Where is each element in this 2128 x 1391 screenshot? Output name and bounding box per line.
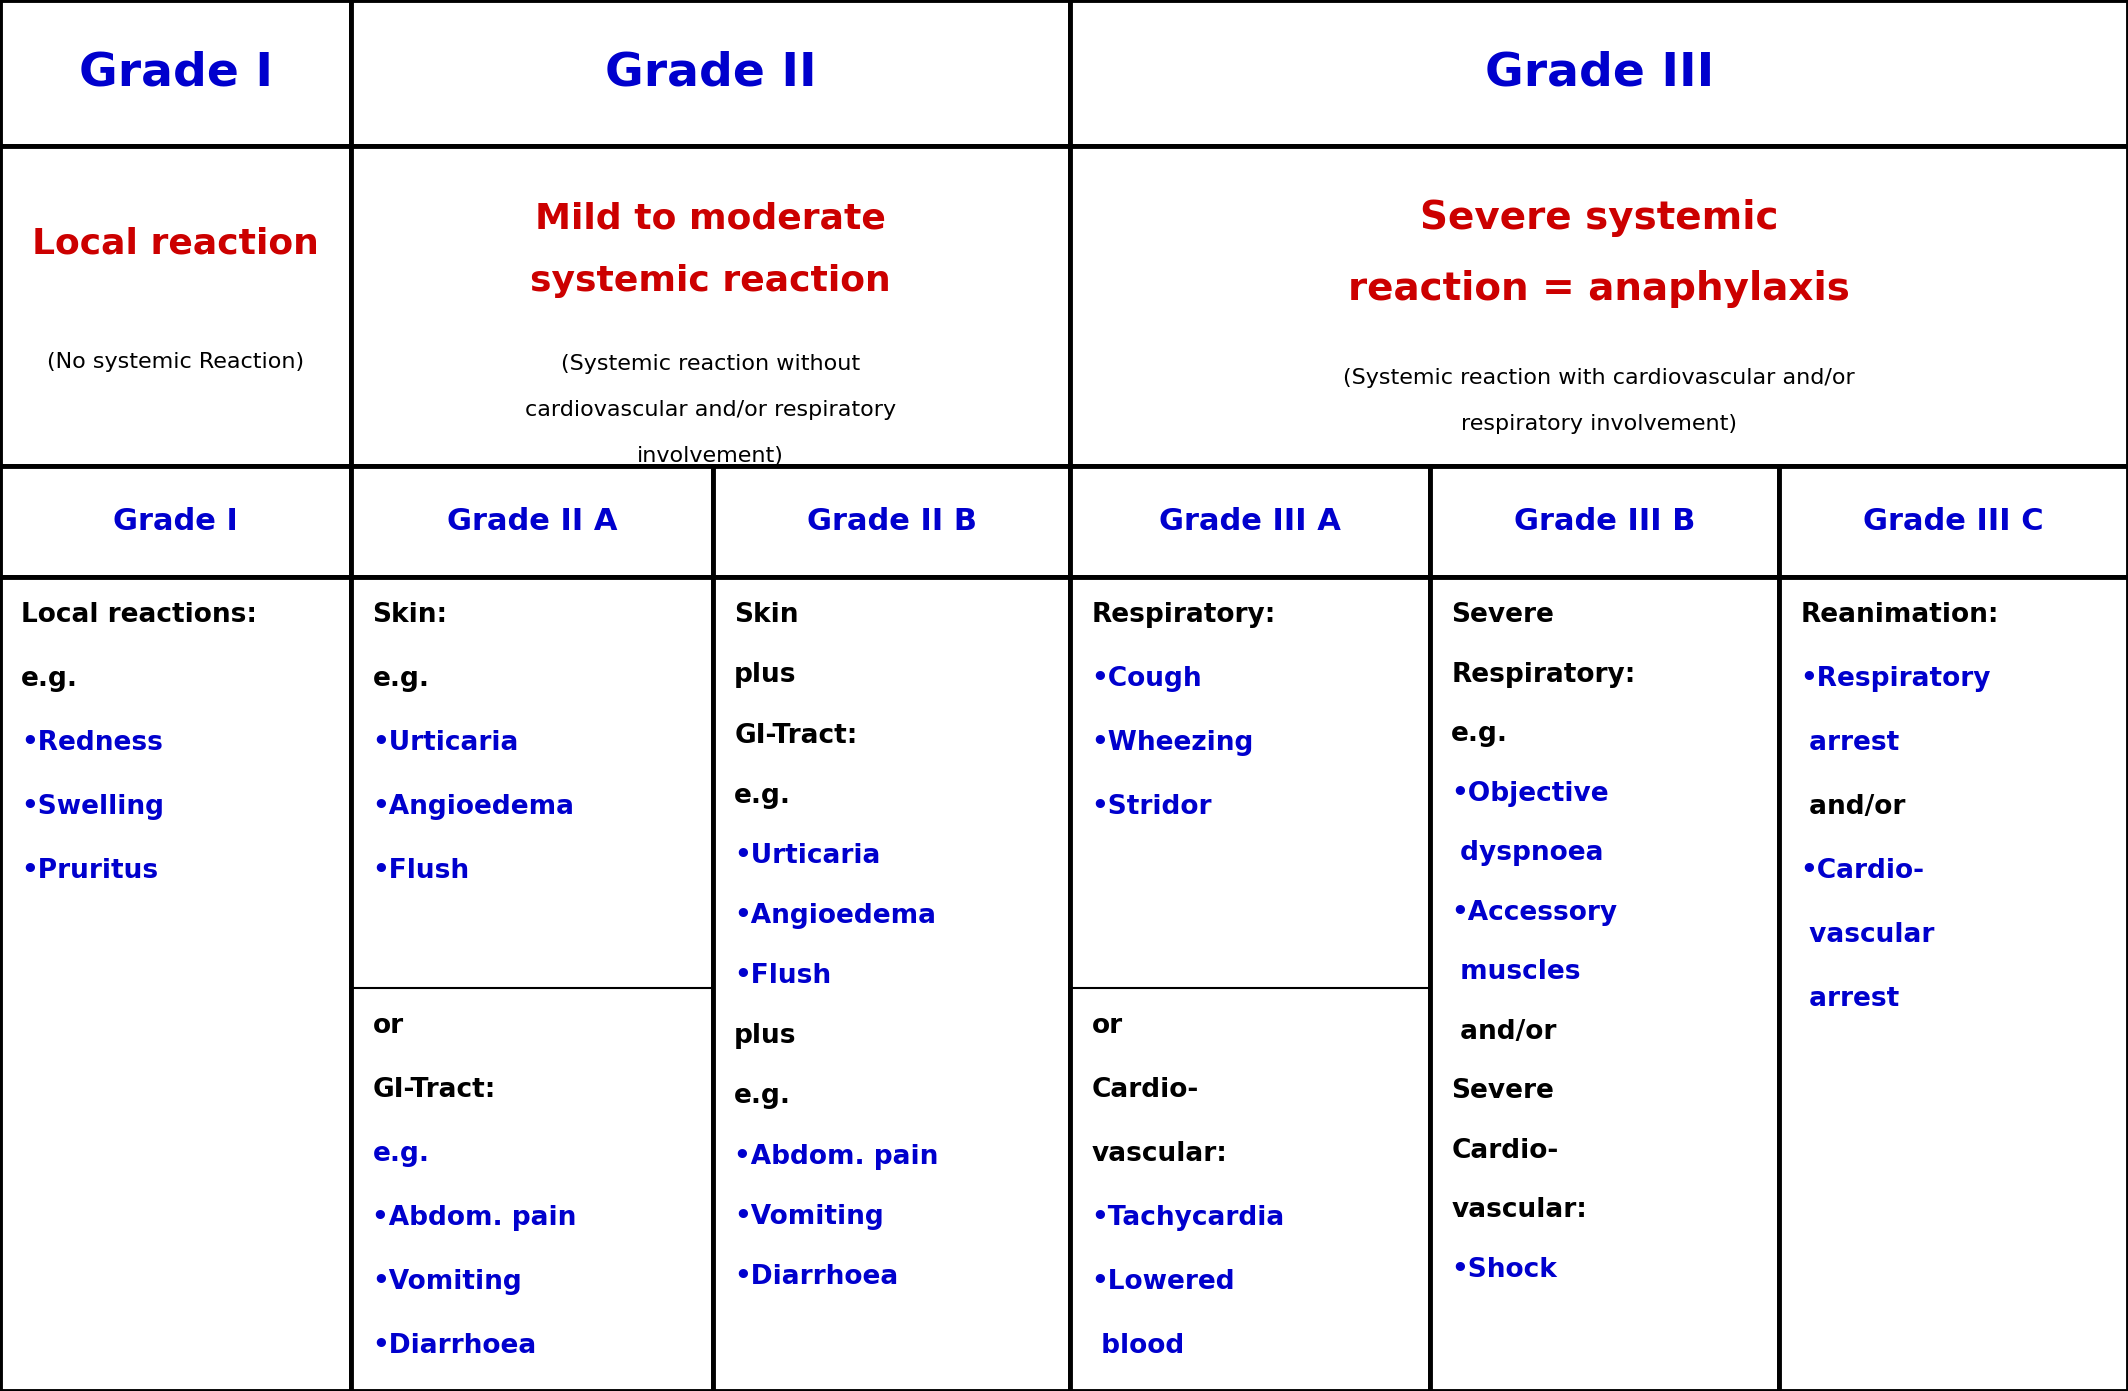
Text: •Cough: •Cough (1092, 666, 1202, 693)
Text: involvement): involvement) (636, 447, 785, 466)
Text: Grade III B: Grade III B (1513, 508, 1696, 536)
Text: GI-Tract:: GI-Tract: (734, 722, 858, 748)
Text: •Swelling: •Swelling (21, 794, 164, 821)
Text: Grade II A: Grade II A (447, 508, 617, 536)
Text: •Shock: •Shock (1451, 1257, 1558, 1283)
Text: Skin:: Skin: (372, 602, 447, 629)
Text: •Angioedema: •Angioedema (372, 794, 575, 821)
Text: reaction = anaphylaxis: reaction = anaphylaxis (1349, 270, 1849, 309)
Text: Mild to moderate: Mild to moderate (536, 202, 885, 235)
Text: Severe: Severe (1451, 602, 1553, 629)
Bar (0, 577, 351, 1391)
Bar (1070, 0, 2128, 146)
Bar (1430, 466, 1779, 577)
Text: e.g.: e.g. (734, 1084, 792, 1110)
Text: Severe systemic: Severe systemic (1419, 199, 1779, 238)
Bar (713, 577, 1070, 1391)
Text: •Objective: •Objective (1451, 780, 1609, 807)
Bar (713, 466, 1070, 577)
Text: (Systemic reaction with cardiovascular and/or: (Systemic reaction with cardiovascular a… (1343, 369, 1856, 388)
Text: •Diarrhoea: •Diarrhoea (734, 1264, 898, 1289)
Text: Cardio-: Cardio- (1092, 1077, 1198, 1103)
Text: •Urticaria: •Urticaria (372, 730, 519, 757)
Text: •Respiratory: •Respiratory (1800, 666, 1992, 693)
Text: and/or: and/or (1800, 794, 1907, 821)
Text: or: or (372, 1013, 404, 1039)
Text: (Systemic reaction without: (Systemic reaction without (562, 355, 860, 374)
Text: Grade III: Grade III (1485, 50, 1713, 96)
Bar (1070, 466, 1430, 577)
Text: •Tachycardia: •Tachycardia (1092, 1205, 1285, 1231)
Bar (1070, 577, 1430, 1391)
Text: •Lowered: •Lowered (1092, 1269, 1234, 1295)
Text: muscles: muscles (1451, 960, 1581, 985)
Text: vascular:: vascular: (1451, 1198, 1587, 1223)
Text: •Angioedema: •Angioedema (734, 903, 936, 929)
Text: •Abdom. pain: •Abdom. pain (734, 1143, 938, 1170)
Text: Severe: Severe (1451, 1078, 1553, 1104)
Text: •Abdom. pain: •Abdom. pain (372, 1205, 577, 1231)
Text: •Urticaria: •Urticaria (734, 843, 881, 869)
Bar (351, 0, 1070, 146)
Text: Grade II B: Grade II B (807, 508, 977, 536)
Text: vascular:: vascular: (1092, 1141, 1228, 1167)
Text: Cardio-: Cardio- (1451, 1138, 1558, 1164)
Text: Respiratory:: Respiratory: (1092, 602, 1277, 629)
Text: and/or: and/or (1451, 1018, 1558, 1045)
Text: or: or (1092, 1013, 1124, 1039)
Text: e.g.: e.g. (734, 783, 792, 808)
Text: cardiovascular and/or respiratory: cardiovascular and/or respiratory (526, 401, 896, 420)
Bar (1070, 146, 2128, 466)
Text: e.g.: e.g. (21, 666, 79, 693)
Bar (351, 577, 713, 1391)
Bar (351, 466, 713, 577)
Text: •Flush: •Flush (734, 963, 832, 989)
Text: plus: plus (734, 1024, 796, 1049)
Text: Respiratory:: Respiratory: (1451, 662, 1636, 687)
Text: •Redness: •Redness (21, 730, 164, 757)
Text: Skin: Skin (734, 602, 798, 629)
Text: •Pruritus: •Pruritus (21, 858, 157, 885)
Text: plus: plus (734, 662, 796, 689)
Text: •Wheezing: •Wheezing (1092, 730, 1253, 757)
Text: •Stridor: •Stridor (1092, 794, 1213, 821)
Text: Grade II: Grade II (604, 50, 817, 96)
Text: •Accessory: •Accessory (1451, 900, 1617, 926)
Text: e.g.: e.g. (372, 1141, 430, 1167)
Text: vascular: vascular (1800, 922, 1934, 949)
Text: Grade III C: Grade III C (1864, 508, 2043, 536)
Text: •Vomiting: •Vomiting (734, 1203, 883, 1230)
Text: dyspnoea: dyspnoea (1451, 840, 1605, 867)
Text: e.g.: e.g. (1451, 722, 1509, 747)
Text: •Vomiting: •Vomiting (372, 1269, 521, 1295)
Text: e.g.: e.g. (372, 666, 430, 693)
Text: •Flush: •Flush (372, 858, 470, 885)
Text: respiratory involvement): respiratory involvement) (1462, 415, 1736, 434)
Text: (No systemic Reaction): (No systemic Reaction) (47, 352, 304, 371)
Text: arrest: arrest (1800, 986, 1900, 1013)
Text: •Diarrhoea: •Diarrhoea (372, 1333, 536, 1359)
Bar (1779, 577, 2128, 1391)
Bar (351, 146, 1070, 466)
Bar (1779, 466, 2128, 577)
Text: Local reactions:: Local reactions: (21, 602, 257, 629)
Bar (0, 466, 351, 577)
Text: systemic reaction: systemic reaction (530, 264, 892, 298)
Text: Grade I: Grade I (113, 508, 238, 536)
Text: •Cardio-: •Cardio- (1800, 858, 1924, 885)
Text: arrest: arrest (1800, 730, 1900, 757)
Text: blood: blood (1092, 1333, 1183, 1359)
Bar (0, 146, 351, 466)
Text: Grade I: Grade I (79, 50, 272, 96)
Bar (0, 0, 351, 146)
Text: Reanimation:: Reanimation: (1800, 602, 1998, 629)
Text: Local reaction: Local reaction (32, 227, 319, 260)
Bar (1430, 577, 1779, 1391)
Text: GI-Tract:: GI-Tract: (372, 1077, 496, 1103)
Text: Grade III A: Grade III A (1160, 508, 1341, 536)
